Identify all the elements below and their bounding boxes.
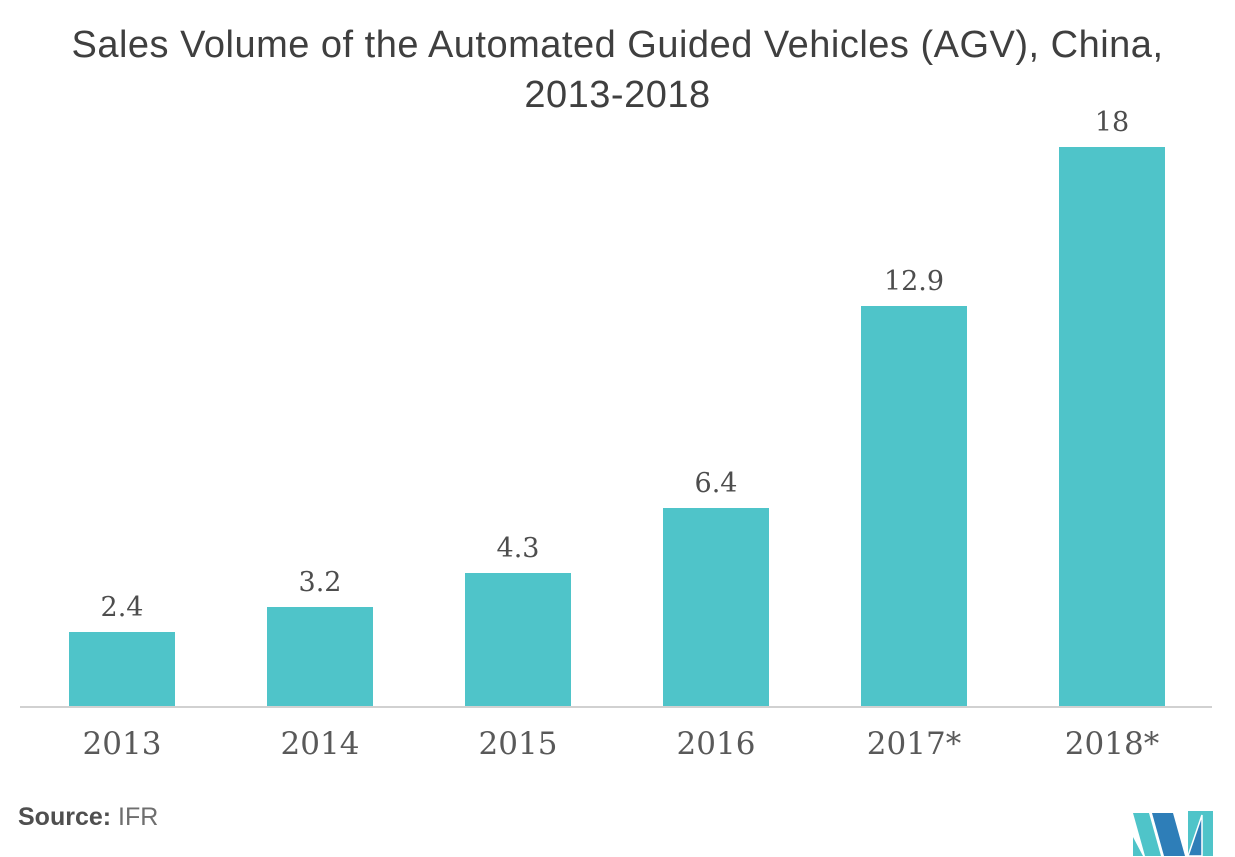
bar (465, 573, 571, 707)
bar (69, 632, 175, 707)
source-value: IFR (118, 803, 159, 831)
bar (267, 607, 373, 707)
bar-value-label: 12.9 (883, 266, 945, 297)
plot-area: 2.4 3.2 4.3 6.4 12.9 18 (20, 90, 1212, 707)
bar-value-label: 2.4 (100, 592, 144, 623)
x-axis-labels: 2013 2014 2015 2016 2017* 2018* (20, 709, 1212, 769)
chart-title: Sales Volume of the Automated Guided Veh… (0, 20, 1235, 120)
x-axis-label: 2016 (676, 726, 756, 762)
chart-title-line1: Sales Volume of the Automated Guided Veh… (71, 24, 1164, 66)
source-label: Source: (18, 803, 112, 831)
x-axis-label: 2017* (866, 726, 962, 762)
logo-teal-parallelogram (1133, 813, 1161, 856)
x-axis-label: 2018* (1064, 726, 1160, 762)
logo-teal-bottom-triangle (1133, 837, 1143, 856)
x-axis-label: 2015 (478, 726, 558, 762)
x-axis-label: 2013 (82, 726, 162, 762)
logo-blue-triangle (1187, 814, 1203, 856)
bar (663, 508, 769, 707)
bar (1059, 147, 1165, 707)
bar-value-label: 4.3 (496, 533, 540, 564)
bar-value-label: 18 (1094, 107, 1130, 138)
x-axis-line (20, 706, 1212, 708)
x-axis-label: 2014 (280, 726, 360, 762)
bar (861, 306, 967, 707)
mordor-intelligence-logo-icon (1133, 811, 1213, 856)
bar-value-label: 6.4 (694, 468, 738, 499)
chart-title-line2: 2013-2018 (524, 74, 711, 117)
logo-blue-band (1152, 813, 1185, 856)
bar-value-label: 3.2 (298, 567, 342, 598)
source-line: Source: IFR (18, 803, 158, 832)
